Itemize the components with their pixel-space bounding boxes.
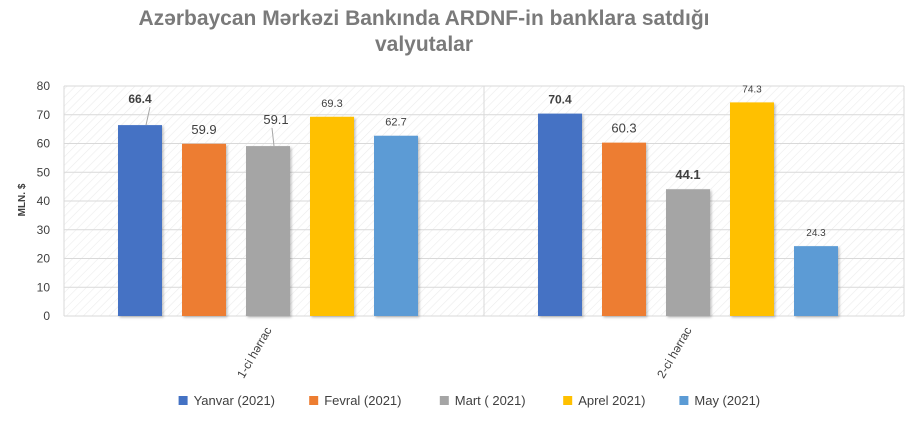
- bars: [118, 102, 838, 316]
- y-axis-label: MLN. $: [17, 183, 28, 216]
- bar: [118, 125, 162, 316]
- legend: Yanvar (2021) Fevral (2021) Mart ( 2021) Ap…: [178, 393, 760, 408]
- y-tick-label: 70: [37, 108, 51, 122]
- category-label: 1-ci hərrac: [234, 325, 274, 381]
- legend-label: May (2021): [694, 393, 760, 408]
- bar: [794, 246, 838, 316]
- data-labels: 66.4 59.9 59.1 69.3 62.7 70.4 60.3 44.1 74.3 24.3: [128, 84, 826, 239]
- legend-swatch: [563, 396, 573, 405]
- data-label: 69.3: [321, 98, 342, 110]
- data-label: 24.3: [806, 228, 826, 239]
- legend-swatch: [178, 396, 188, 405]
- label-leader-line: [271, 128, 275, 147]
- data-label: 62.7: [385, 117, 406, 129]
- chart-title-line-1: Azərbaycan Mərkəzi Bankında ARDNF-in ban…: [138, 7, 709, 30]
- data-label: 70.4: [548, 93, 572, 107]
- legend-label: Yanvar (2021): [194, 393, 275, 408]
- chart-title-line-2: valyutalar: [375, 33, 473, 56]
- legend-label: Aprel 2021): [578, 393, 645, 408]
- data-label: 60.3: [611, 121, 636, 136]
- data-label: 74.3: [742, 84, 762, 95]
- bar: [730, 102, 774, 316]
- legend-swatch: [679, 396, 689, 405]
- bar: [602, 142, 646, 316]
- bar: [374, 135, 418, 316]
- bar: [182, 143, 226, 316]
- x-axis-categories: 1-ci hərrac 2-ci hərrac: [234, 325, 694, 381]
- label-leader-line: [145, 106, 151, 126]
- legend-label: Fevral (2021): [324, 393, 401, 408]
- y-tick-label: 0: [43, 309, 50, 323]
- bar: [666, 189, 710, 316]
- y-tick-label: 20: [37, 252, 51, 266]
- y-tick-label: 60: [37, 137, 51, 151]
- data-label: 59.1: [263, 112, 288, 127]
- bar: [246, 146, 290, 316]
- y-tick-label: 50: [37, 165, 51, 179]
- y-tick-label: 30: [37, 223, 51, 237]
- bar: [310, 116, 354, 316]
- legend-swatch: [439, 396, 449, 405]
- y-tick-label: 10: [37, 280, 51, 294]
- data-label: 44.1: [675, 167, 700, 182]
- data-label: 66.4: [128, 92, 152, 106]
- category-label: 2-ci hərrac: [654, 325, 694, 381]
- y-tick-label: 80: [37, 79, 51, 93]
- y-tick-label: 40: [37, 194, 51, 208]
- bar: [538, 113, 582, 316]
- legend-swatch: [309, 396, 319, 405]
- data-label: 59.9: [191, 122, 216, 137]
- y-axis: 0 10 20 30 40 50 60 70 80: [37, 79, 51, 323]
- legend-label: Mart ( 2021): [455, 393, 526, 408]
